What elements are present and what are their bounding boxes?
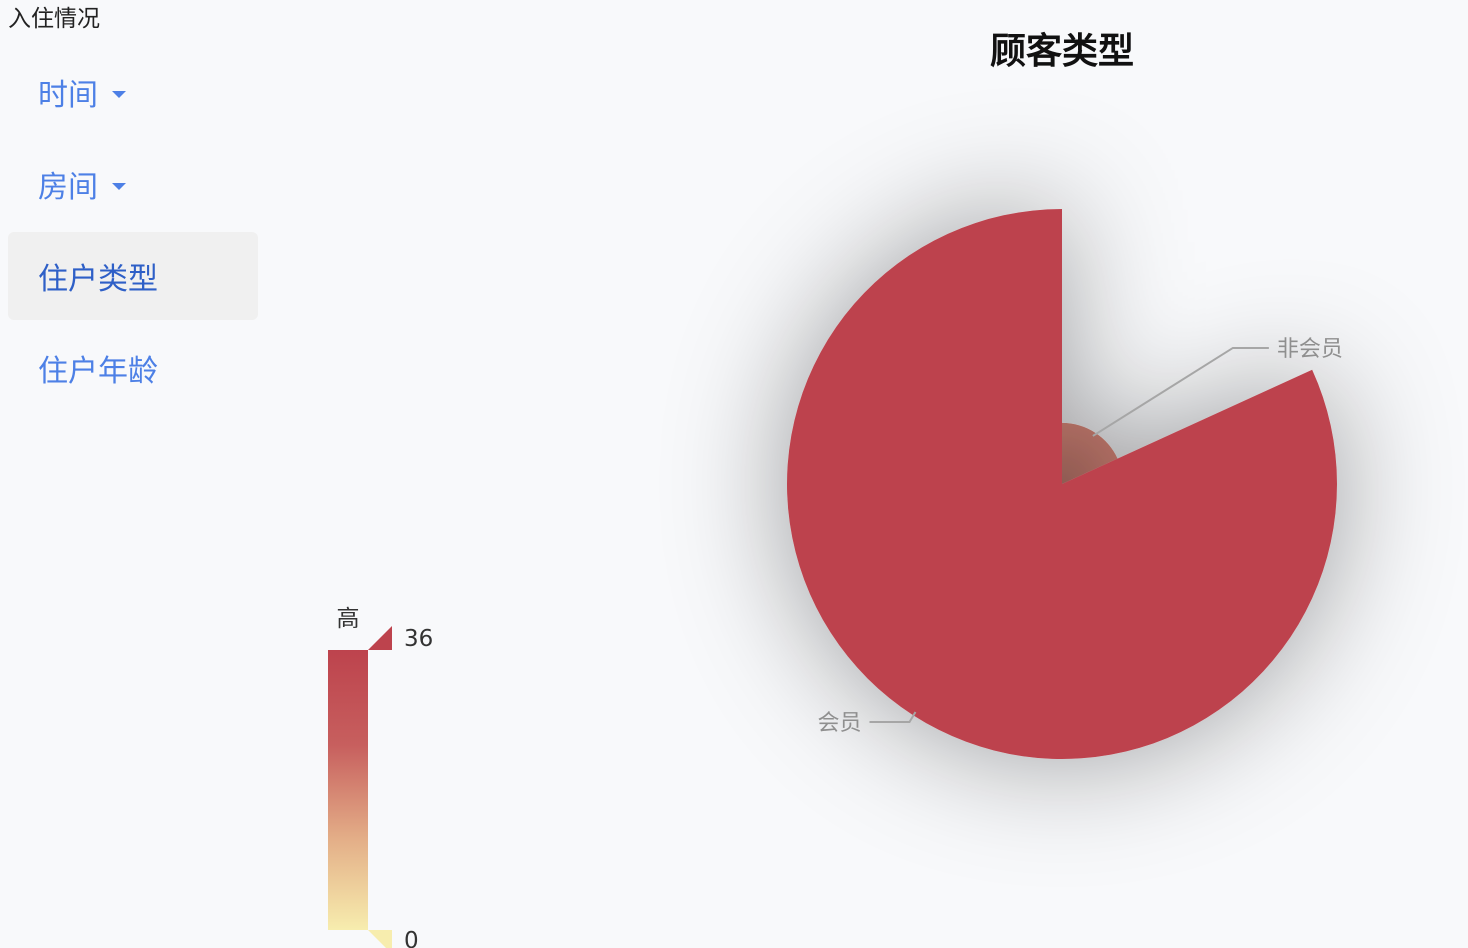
sidebar-item-label: 住户类型 — [38, 262, 158, 297]
caret-down-icon — [112, 182, 126, 190]
label-line-non-member — [1092, 346, 1269, 437]
visual-map-min-label: 0 — [404, 928, 419, 948]
sidebar-item-label: 住户年龄 — [38, 354, 158, 389]
sidebar-item-time[interactable]: 时间 — [8, 48, 258, 136]
visual-map-max-label: 36 — [404, 626, 433, 652]
page-title: 入住情况 — [8, 6, 100, 32]
sidebar-item-room[interactable]: 房间 — [8, 140, 258, 228]
pie-slice-non-member[interactable] — [1062, 422, 1118, 484]
pie — [787, 209, 1337, 759]
label-line-member — [869, 711, 917, 723]
visual-map-bar — [328, 650, 368, 930]
sidebar-menu: 时间 房间 住户类型 住户年龄 — [8, 48, 258, 416]
slice-label-member: 会员 — [817, 711, 861, 736]
sidebar-item-label: 时间 — [38, 78, 98, 113]
pie-slice-member[interactable] — [787, 209, 1337, 759]
visual-map-high-label: 高 — [337, 606, 360, 632]
visual-map-min-handle[interactable] — [368, 930, 392, 948]
sidebar-item-resident-type[interactable]: 住户类型 — [8, 232, 258, 320]
caret-down-icon — [112, 90, 126, 98]
visual-map-max-handle[interactable] — [368, 626, 392, 650]
slice-label-non-member: 非会员 — [1277, 337, 1343, 362]
chart-title: 顾客类型 — [990, 31, 1134, 72]
visual-map-legend: 高 36 0 — [328, 606, 433, 948]
sidebar-item-label: 房间 — [38, 170, 98, 205]
sidebar-item-resident-age[interactable]: 住户年龄 — [8, 324, 258, 412]
